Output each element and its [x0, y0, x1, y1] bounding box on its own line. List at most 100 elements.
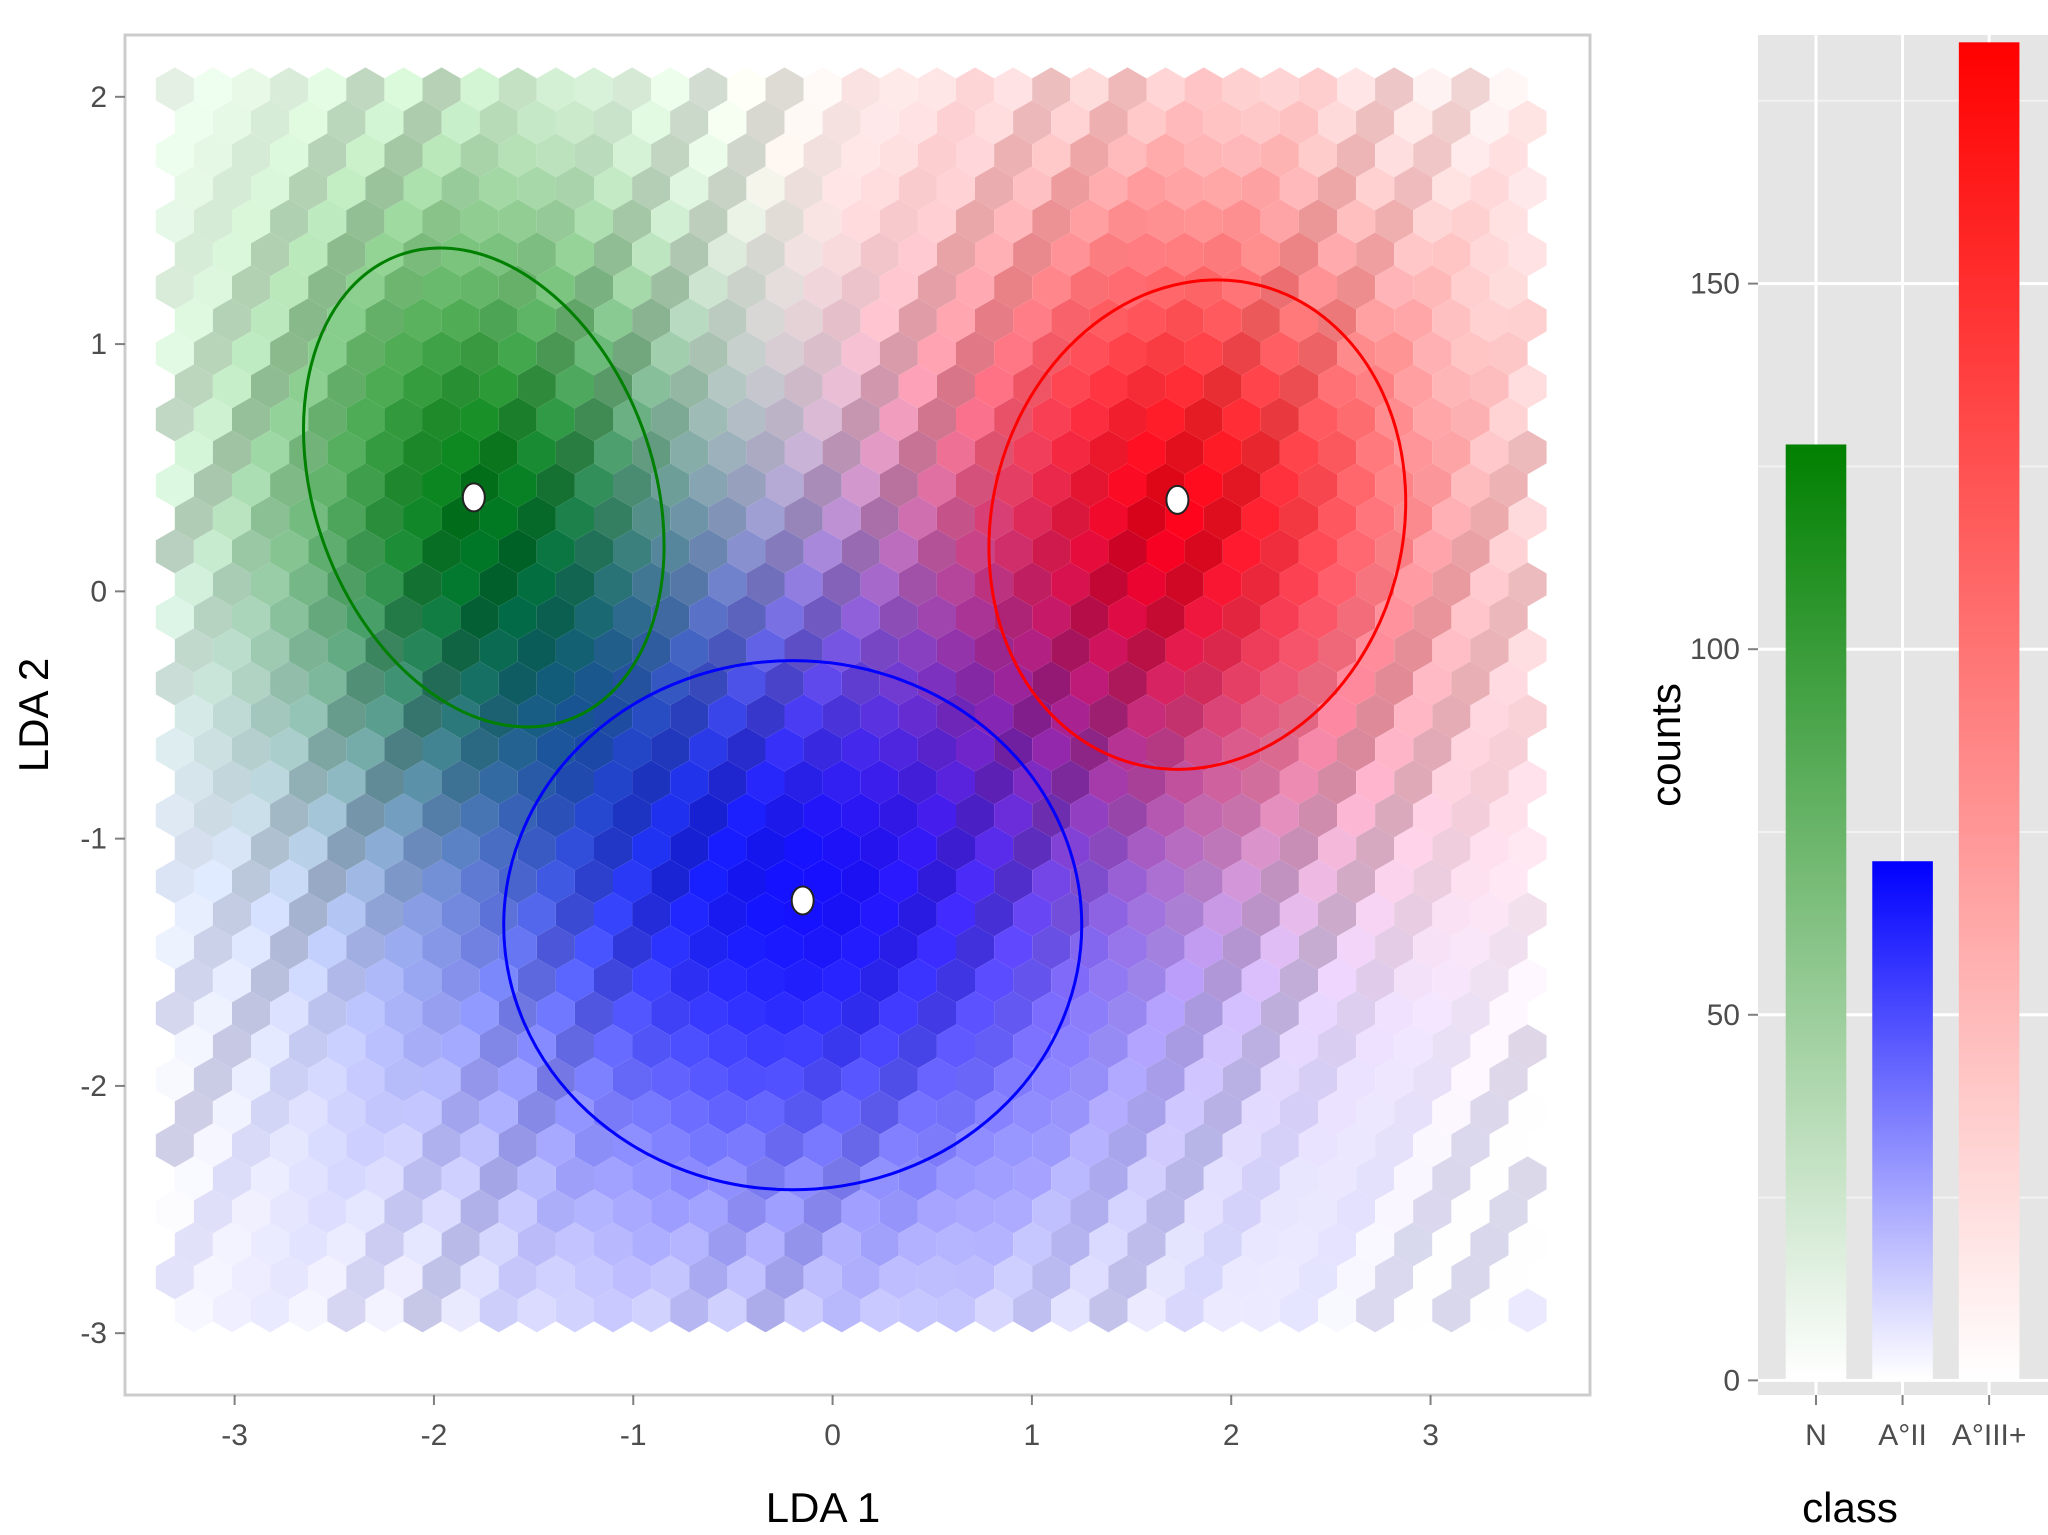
hexbin-cell: [1470, 232, 1509, 277]
hexbin-cell: [1146, 1189, 1185, 1234]
hexbin-cell: [517, 1156, 556, 1201]
hexbin-cell: [860, 760, 899, 805]
hexbin-cell: [1337, 1123, 1376, 1168]
hexbin-cell: [1108, 991, 1147, 1036]
hexbin-cell: [822, 562, 861, 607]
hexbin-cell: [1298, 1189, 1337, 1234]
hexbin-cell: [1203, 826, 1242, 871]
hexbin-cell: [1070, 1255, 1109, 1300]
hexbin-cell: [1203, 958, 1242, 1003]
hexbin-cell: [479, 100, 518, 145]
hexbin-cell: [155, 199, 194, 244]
hexbin-cell: [670, 1222, 709, 1267]
hexbin-cell: [155, 991, 194, 1036]
hexbin-cell: [841, 859, 880, 904]
hexbin-cell: [327, 496, 366, 541]
hexbin-cell: [1203, 1156, 1242, 1201]
hexbin-cell: [1356, 1090, 1395, 1135]
hexbin-cell: [1108, 199, 1147, 244]
hexbin-cell: [212, 1288, 251, 1333]
hexbin-cell: [860, 496, 899, 541]
hexbin-cell: [1413, 1189, 1452, 1234]
hexbin-cell: [632, 628, 671, 673]
hexbin-cell: [860, 364, 899, 409]
hexbin-cell: [670, 562, 709, 607]
hexbin-cell: [441, 232, 480, 277]
hexbin-cell: [784, 496, 823, 541]
hexbin-cell: [251, 1222, 290, 1267]
hexbin-cell: [403, 1288, 442, 1333]
hexbin-cell: [365, 958, 404, 1003]
hexbin-cell: [1127, 1156, 1166, 1201]
hexbin-cell: [1241, 298, 1280, 343]
hexbin-cell: [403, 298, 442, 343]
bar-x-tick-label: A°II: [1878, 1419, 1927, 1452]
hexbin-cell: [1146, 859, 1185, 904]
scatter-y-tick-label: -2: [80, 1070, 107, 1103]
hexbin-cell: [270, 133, 309, 178]
hexbin-cell: [594, 430, 633, 475]
hexbin-cell: [651, 1057, 690, 1102]
hexbin-cell: [1356, 628, 1395, 673]
hexbin-cell: [689, 1123, 728, 1168]
bar-layer: [1785, 42, 2020, 1381]
hexbin-cell: [193, 991, 232, 1036]
hexbin-cell: [1413, 1057, 1452, 1102]
hexbin-cell: [1394, 628, 1433, 673]
hexbin-cell: [1508, 1156, 1547, 1201]
hexbin-cell: [1356, 958, 1395, 1003]
hexbin-cell: [384, 463, 423, 508]
bar: [1785, 444, 1847, 1381]
hexbin-cell: [1013, 496, 1052, 541]
scatter-x-tick-label: -1: [620, 1419, 647, 1452]
hexbin-cell: [727, 991, 766, 1036]
hexbin-cell: [651, 397, 690, 442]
hexbin-cell: [251, 694, 290, 739]
hexbin-cell: [460, 199, 499, 244]
hexbin-cell: [879, 463, 918, 508]
hexbin-cell: [746, 496, 785, 541]
hexbin-cell: [1451, 529, 1490, 574]
hexbin-cell: [403, 166, 442, 211]
hexbin-cell: [1508, 562, 1547, 607]
hexbin-cell: [689, 859, 728, 904]
hexbin-cell: [232, 133, 271, 178]
hexbin-cell: [1451, 595, 1490, 640]
hexbin-cell: [441, 364, 480, 409]
hexbin-cell: [803, 925, 842, 970]
hexbin-cell: [384, 1189, 423, 1234]
hexbin-cell: [174, 298, 213, 343]
hexbin-cell: [498, 991, 537, 1036]
hexbin-cell: [1070, 595, 1109, 640]
hexbin-cell: [975, 1156, 1014, 1201]
hexbin-cell: [1222, 1189, 1261, 1234]
hexbin-cell: [251, 1024, 290, 1069]
scatter-y-tick-label: 1: [90, 328, 107, 361]
hexbin-cell: [1394, 694, 1433, 739]
hexbin-cell: [841, 727, 880, 772]
hexbin-cell: [232, 199, 271, 244]
hexbin-cell: [860, 694, 899, 739]
hexbin-cell: [1451, 199, 1490, 244]
hexbin-cell: [1013, 166, 1052, 211]
hexbin-cell: [689, 331, 728, 376]
hexbin-cell: [403, 232, 442, 277]
hexbin-cell: [1032, 397, 1071, 442]
hexbin-cell: [1508, 232, 1547, 277]
hexbin-cell: [994, 331, 1033, 376]
hexbin-cell: [746, 826, 785, 871]
hexbin-cell: [1013, 100, 1052, 145]
hexbin-cell: [879, 661, 918, 706]
hexbin-cell: [365, 826, 404, 871]
hexbin-cell: [1260, 199, 1299, 244]
hexbin-cell: [536, 925, 575, 970]
hexbin-cell: [1298, 991, 1337, 1036]
hexbin-cell: [422, 1057, 461, 1102]
hexbin-cell: [975, 496, 1014, 541]
hexbin-cell: [651, 925, 690, 970]
hexbin-cell: [879, 595, 918, 640]
hexbin-cell: [517, 958, 556, 1003]
hexbin-cell: [841, 1255, 880, 1300]
hexbin-cell: [936, 1156, 975, 1201]
hexbin-cell: [594, 1222, 633, 1267]
